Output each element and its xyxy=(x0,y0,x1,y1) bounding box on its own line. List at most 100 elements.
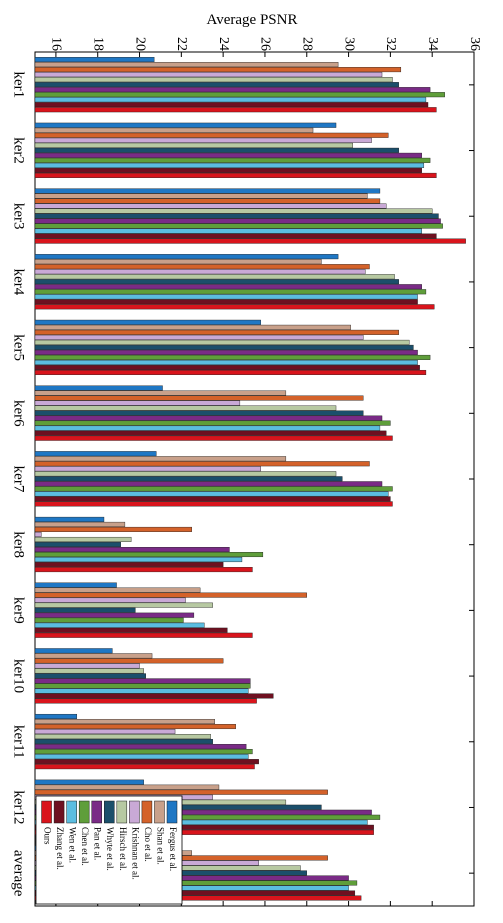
bar xyxy=(34,754,249,760)
bar xyxy=(34,435,393,441)
bar xyxy=(34,779,144,785)
bar xyxy=(34,77,393,83)
bar xyxy=(34,819,368,825)
bar xyxy=(34,602,213,608)
legend-label: Krishnan et al. xyxy=(130,827,140,880)
bar xyxy=(34,531,42,537)
bar xyxy=(34,72,383,78)
bar xyxy=(34,713,78,719)
bar xyxy=(34,653,153,659)
x-tick-label: 28 xyxy=(300,37,315,51)
bar xyxy=(34,764,255,770)
bar xyxy=(34,269,366,275)
bar xyxy=(34,895,362,901)
bar xyxy=(34,592,307,598)
bar xyxy=(34,172,437,178)
bar xyxy=(34,92,445,98)
bar xyxy=(34,729,176,735)
x-tick-label: 26 xyxy=(258,37,273,51)
bar xyxy=(34,193,368,199)
bar xyxy=(34,289,427,295)
bar xyxy=(34,132,389,138)
bar xyxy=(34,127,314,133)
bar xyxy=(34,213,439,219)
bar xyxy=(34,87,431,93)
bar xyxy=(34,461,370,467)
bar xyxy=(34,678,251,684)
bar xyxy=(34,476,343,482)
bar xyxy=(34,122,337,128)
bar xyxy=(34,466,261,472)
bar xyxy=(34,587,201,593)
x-tick-label: 36 xyxy=(467,37,482,51)
x-tick-label: 34 xyxy=(425,37,440,51)
bar xyxy=(34,294,418,300)
bar xyxy=(34,203,387,209)
bar xyxy=(34,759,259,765)
bar xyxy=(34,698,257,704)
bar xyxy=(34,137,372,143)
bar xyxy=(34,683,251,689)
bar xyxy=(34,724,236,730)
x-tick-label: 32 xyxy=(383,37,398,51)
bar xyxy=(34,658,224,664)
legend-swatch xyxy=(78,800,90,824)
bar xyxy=(34,557,243,563)
x-tick-label: 18 xyxy=(90,37,105,51)
bar xyxy=(34,420,391,426)
bar xyxy=(34,208,433,214)
bar xyxy=(34,536,132,542)
bar xyxy=(34,142,353,148)
bar xyxy=(34,521,126,527)
x-tick-label: 30 xyxy=(341,37,356,51)
category-label: ker12 xyxy=(11,790,27,824)
bar xyxy=(34,233,437,239)
bar xyxy=(34,784,220,790)
legend-label: Ours xyxy=(42,827,52,845)
legend-label: Hirsch et al. xyxy=(118,827,128,871)
bar xyxy=(34,167,422,173)
bar xyxy=(34,238,466,244)
x-tick-label: 20 xyxy=(132,37,147,51)
bar xyxy=(34,57,155,63)
bar xyxy=(34,562,224,568)
bar xyxy=(34,223,443,229)
bar xyxy=(34,471,337,477)
category-label: ker11 xyxy=(11,725,27,759)
bar xyxy=(34,107,437,113)
bar xyxy=(34,809,372,815)
legend-label: Whyte et al. xyxy=(105,827,115,871)
legend-swatch xyxy=(66,800,77,824)
category-label: ker2 xyxy=(11,137,27,164)
legend-label: Chen et al. xyxy=(80,827,90,866)
bar xyxy=(34,228,422,234)
legend-label: Shan et al. xyxy=(155,827,165,865)
legend-label: Pan et al. xyxy=(93,827,103,860)
bar xyxy=(34,299,418,305)
category-label: ker9 xyxy=(11,597,27,624)
category-label: ker7 xyxy=(11,466,27,493)
bar xyxy=(34,617,184,623)
bar xyxy=(34,789,328,795)
bar xyxy=(34,688,249,694)
bar xyxy=(34,147,399,153)
bar xyxy=(34,354,431,360)
bar xyxy=(34,749,253,755)
bar xyxy=(34,875,349,881)
legend-label: Zhang et al. xyxy=(55,827,65,870)
bar xyxy=(34,425,381,431)
category-label: ker5 xyxy=(11,334,27,361)
bar xyxy=(34,451,157,457)
category-label: ker4 xyxy=(11,269,27,296)
bar xyxy=(34,622,205,628)
bar xyxy=(34,663,140,669)
category-label: ker8 xyxy=(11,531,27,558)
bar xyxy=(34,744,247,750)
bar xyxy=(34,890,356,896)
bar xyxy=(34,607,136,613)
bar xyxy=(34,218,441,224)
bar xyxy=(34,552,264,558)
bar xyxy=(34,259,322,265)
category-label: ker3 xyxy=(11,203,27,230)
